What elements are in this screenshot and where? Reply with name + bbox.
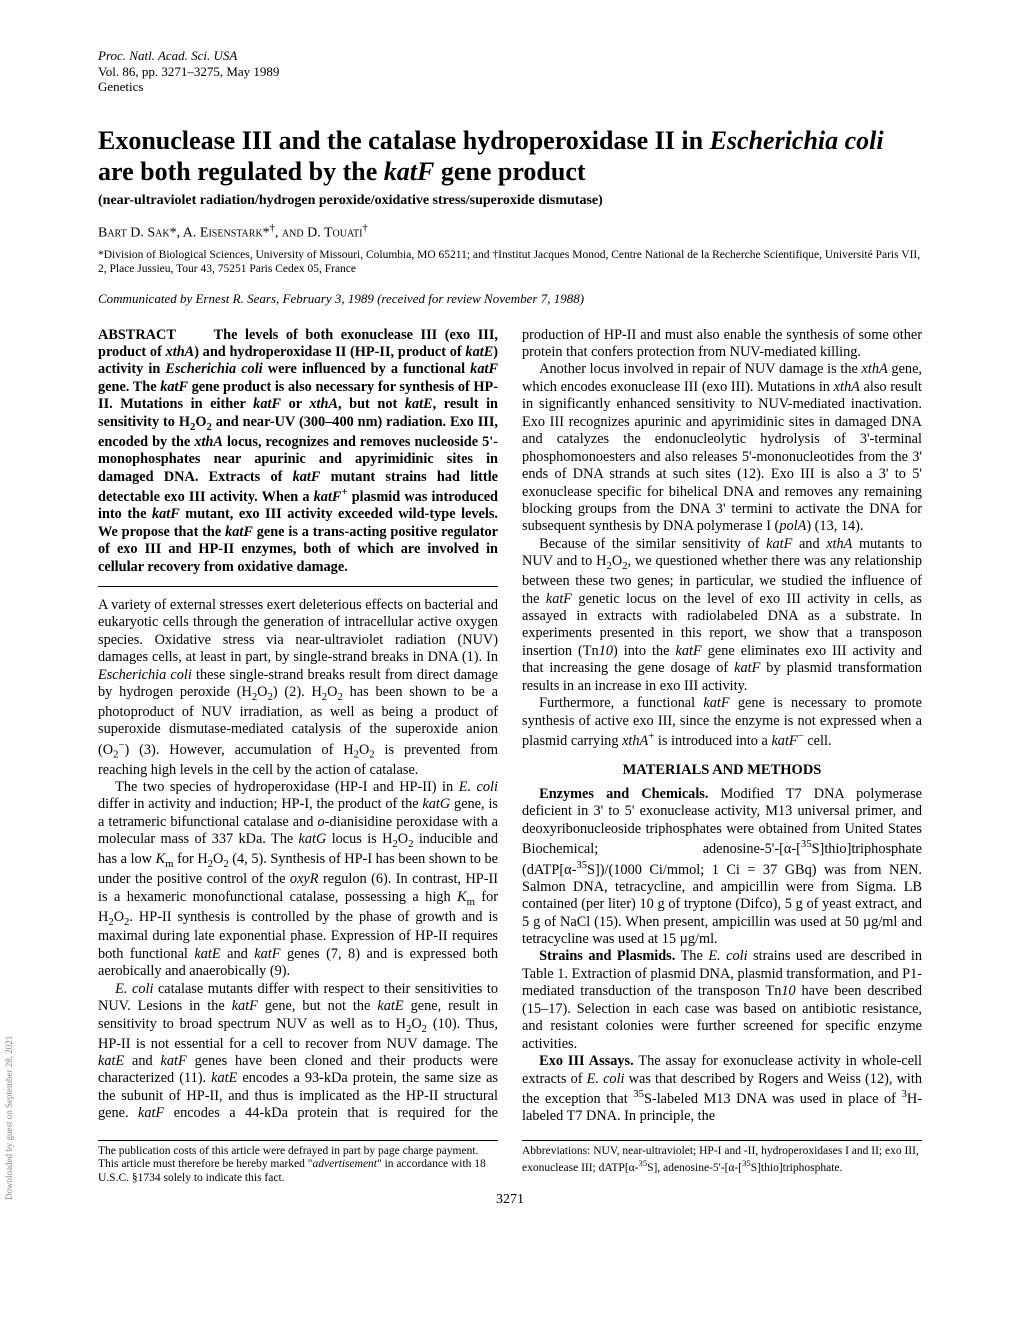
intro-para-6: Furthermore, a functional katF gene is n… xyxy=(522,695,922,750)
intro-para-4: Another locus involved in repair of NUV … xyxy=(522,361,922,535)
article-title: Exonuclease III and the catalase hydrope… xyxy=(98,125,922,187)
journal-volume: Vol. 86, pp. 3271–3275, May 1989 xyxy=(98,64,922,80)
intro-para-5: Because of the similar sensitivity of ka… xyxy=(522,536,922,695)
article-subtitle: (near-ultraviolet radiation/hydrogen per… xyxy=(98,193,922,209)
page: Proc. Natl. Acad. Sci. USA Vol. 86, pp. … xyxy=(0,0,1020,1320)
divider xyxy=(98,586,498,587)
communicated-by: Communicated by Ernest R. Sears, Februar… xyxy=(98,291,922,307)
journal-name: Proc. Natl. Acad. Sci. USA xyxy=(98,48,922,64)
intro-para-2: The two species of hydroperoxidase (HP-I… xyxy=(98,779,498,981)
authors: Bart D. Sak*, A. Eisenstark*†, and D. To… xyxy=(98,223,922,242)
journal-section: Genetics xyxy=(98,79,922,95)
affiliations: *Division of Biological Sciences, Univer… xyxy=(98,248,922,277)
footnote-left: The publication costs of this article we… xyxy=(98,1140,498,1186)
footnote-right: Abbreviations: NUV, near-ultraviolet; HP… xyxy=(522,1140,922,1176)
methods-para-3: Exo III Assays. The assay for exonucleas… xyxy=(522,1053,922,1126)
abstract-label: ABSTRACT xyxy=(98,327,176,343)
page-number: 3271 xyxy=(98,1192,922,1208)
abstract: ABSTRACT The levels of both exonuclease … xyxy=(98,327,498,576)
methods-para-1: Enzymes and Chemicals. Modified T7 DNA p… xyxy=(522,786,922,948)
download-note: Downloaded by guest on September 28, 202… xyxy=(4,1036,14,1200)
methods-para-2: Strains and Plasmids. The E. coli strain… xyxy=(522,948,922,1053)
footnotes: The publication costs of this article we… xyxy=(98,1140,922,1186)
journal-header: Proc. Natl. Acad. Sci. USA Vol. 86, pp. … xyxy=(98,48,922,95)
materials-heading: MATERIALS AND METHODS xyxy=(522,762,922,780)
intro-para-1: A variety of external stresses exert del… xyxy=(98,597,498,779)
body-columns: ABSTRACT The levels of both exonuclease … xyxy=(98,327,922,1126)
